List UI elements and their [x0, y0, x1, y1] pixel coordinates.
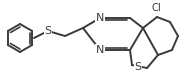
Text: Cl: Cl [151, 3, 161, 13]
Text: S: S [134, 62, 142, 72]
Text: N: N [96, 45, 104, 55]
Text: N: N [96, 13, 104, 23]
Text: S: S [44, 26, 52, 36]
